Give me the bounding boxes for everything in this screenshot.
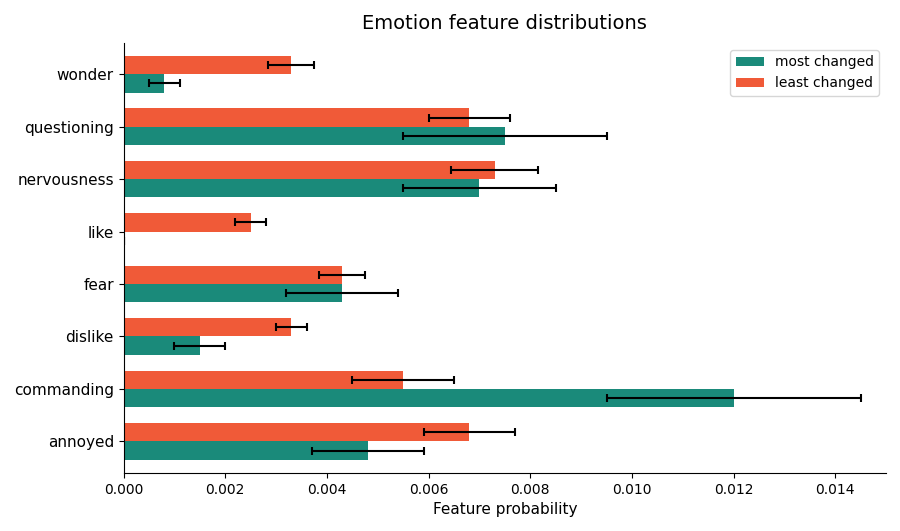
Bar	[123, 108, 469, 127]
Legend: most changed, least changed: most changed, least changed	[730, 50, 879, 96]
Bar	[123, 371, 403, 389]
Bar	[123, 441, 367, 460]
Bar	[123, 423, 469, 441]
Bar	[123, 284, 342, 302]
Bar	[123, 318, 292, 337]
Title: Emotion feature distributions: Emotion feature distributions	[363, 14, 647, 33]
X-axis label: Feature probability: Feature probability	[433, 502, 577, 517]
Bar	[123, 74, 165, 92]
Bar	[123, 179, 480, 198]
Bar	[123, 127, 505, 145]
Bar	[123, 389, 734, 407]
Bar	[123, 161, 495, 179]
Bar	[123, 56, 292, 74]
Bar	[123, 337, 200, 355]
Bar	[123, 266, 342, 284]
Bar	[123, 213, 251, 232]
